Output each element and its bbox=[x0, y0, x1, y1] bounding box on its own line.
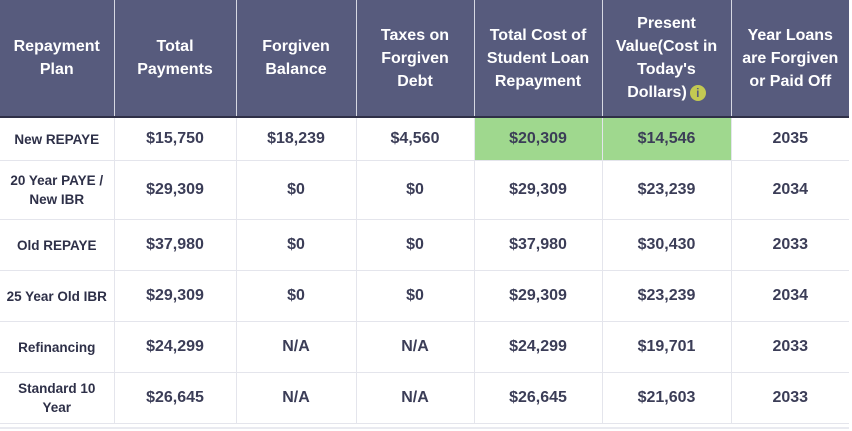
cell-taxes: N/A bbox=[356, 321, 475, 373]
cell-total-payments: $24,299 bbox=[114, 321, 237, 373]
table-row: Old REPAYE $37,980 $0 $0 $37,980 $30,430… bbox=[0, 219, 849, 271]
cell-year: 2033 bbox=[731, 219, 849, 271]
header-total-payments: Total Payments bbox=[114, 0, 237, 118]
cell-present-value: $23,239 bbox=[602, 270, 732, 322]
cell-year: 2033 bbox=[731, 372, 849, 424]
header-year-forgiven: Year Loans are Forgiven or Paid Off bbox=[731, 0, 849, 118]
cell-total-payments: $37,980 bbox=[114, 219, 237, 271]
cell-forgiven-balance: $0 bbox=[236, 270, 357, 322]
cell-present-value-highlighted: $14,546 bbox=[602, 117, 732, 161]
cell-forgiven-balance: $0 bbox=[236, 219, 357, 271]
header-forgiven-balance: Forgiven Balance bbox=[236, 0, 357, 118]
table-body: New REPAYE $15,750 $18,239 $4,560 $20,30… bbox=[0, 117, 849, 424]
info-icon[interactable]: i bbox=[689, 85, 706, 101]
cell-taxes: $0 bbox=[356, 219, 475, 271]
table-row: New REPAYE $15,750 $18,239 $4,560 $20,30… bbox=[0, 117, 849, 161]
cell-taxes: $0 bbox=[356, 160, 475, 220]
header-taxes-on-forgiven-debt: Taxes on Forgiven Debt bbox=[356, 0, 475, 118]
cell-present-value: $19,701 bbox=[602, 321, 732, 373]
cell-present-value: $21,603 bbox=[602, 372, 732, 424]
table-row: 25 Year Old IBR $29,309 $0 $0 $29,309 $2… bbox=[0, 270, 849, 322]
cell-present-value: $23,239 bbox=[602, 160, 732, 220]
cell-total-payments: $29,309 bbox=[114, 160, 237, 220]
cell-forgiven-balance: $0 bbox=[236, 160, 357, 220]
cell-plan: 20 Year PAYE / New IBR bbox=[0, 160, 115, 220]
cell-taxes: N/A bbox=[356, 372, 475, 424]
table-header: Repayment Plan Total Payments Forgiven B… bbox=[0, 0, 849, 118]
table-row: Refinancing $24,299 N/A N/A $24,299 $19,… bbox=[0, 321, 849, 373]
cell-taxes: $4,560 bbox=[356, 117, 475, 161]
header-present-value: Present Value(Cost in Today's Dollars) i bbox=[602, 0, 732, 118]
cell-total-payments: $26,645 bbox=[114, 372, 237, 424]
cell-plan: Standard 10 Year bbox=[0, 372, 115, 424]
cell-forgiven-balance: N/A bbox=[236, 321, 357, 373]
header-repayment-plan: Repayment Plan bbox=[0, 0, 115, 118]
cell-total-cost: $37,980 bbox=[474, 219, 603, 271]
cell-total-cost: $24,299 bbox=[474, 321, 603, 373]
cell-total-payments: $15,750 bbox=[114, 117, 237, 161]
table-bottom-edge bbox=[0, 427, 849, 429]
cell-plan: New REPAYE bbox=[0, 117, 115, 161]
cell-plan: Refinancing bbox=[0, 321, 115, 373]
cell-year: 2034 bbox=[731, 270, 849, 322]
header-total-cost: Total Cost of Student Loan Repayment bbox=[474, 0, 603, 118]
cell-plan: 25 Year Old IBR bbox=[0, 270, 115, 322]
cell-total-payments: $29,309 bbox=[114, 270, 237, 322]
header-row: Repayment Plan Total Payments Forgiven B… bbox=[0, 0, 849, 118]
cell-total-cost: $26,645 bbox=[474, 372, 603, 424]
cell-taxes: $0 bbox=[356, 270, 475, 322]
cell-total-cost-highlighted: $20,309 bbox=[474, 117, 603, 161]
cell-forgiven-balance: N/A bbox=[236, 372, 357, 424]
table-row: 20 Year PAYE / New IBR $29,309 $0 $0 $29… bbox=[0, 160, 849, 220]
cell-total-cost: $29,309 bbox=[474, 270, 603, 322]
cell-year: 2033 bbox=[731, 321, 849, 373]
cell-present-value: $30,430 bbox=[602, 219, 732, 271]
cell-plan: Old REPAYE bbox=[0, 219, 115, 271]
cell-forgiven-balance: $18,239 bbox=[236, 117, 357, 161]
header-present-value-label: Present Value(Cost in Today's Dollars) bbox=[615, 15, 718, 101]
cell-year: 2035 bbox=[731, 117, 849, 161]
cell-year: 2034 bbox=[731, 160, 849, 220]
table-row: Standard 10 Year $26,645 N/A N/A $26,645… bbox=[0, 372, 849, 424]
cell-total-cost: $29,309 bbox=[474, 160, 603, 220]
